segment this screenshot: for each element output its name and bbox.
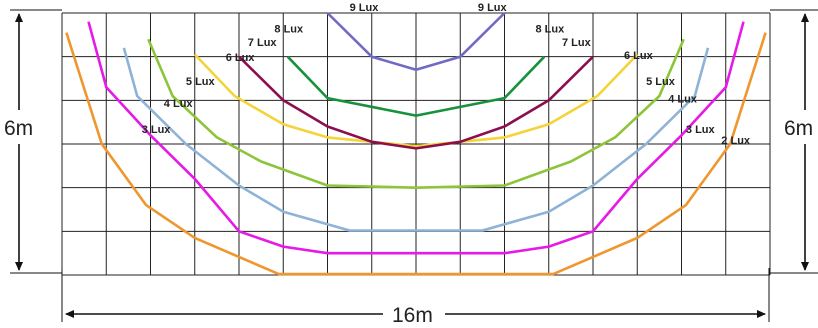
- lux-label: 3 Lux: [686, 124, 716, 136]
- lux-label: 7 Lux: [248, 37, 278, 49]
- isoline-5-lux: [147, 38, 685, 189]
- left-height-label: 6m: [4, 117, 33, 140]
- measurement-grid: [61, 12, 771, 276]
- lux-label: 9 Lux: [350, 2, 380, 14]
- isoline-7-lux: [238, 55, 594, 150]
- lux-label: 5 Lux: [186, 76, 216, 88]
- lux-label: 4 Lux: [668, 94, 698, 106]
- isoline-4-lux: [122, 47, 710, 232]
- lux-label: 5 Lux: [646, 76, 676, 88]
- lux-curves: [65, 12, 767, 276]
- isoline-8-lux: [286, 55, 546, 117]
- lux-label: 7 Lux: [562, 37, 592, 49]
- right-height-dimension: 6m: [770, 9, 818, 274]
- isoline-9-lux: [326, 12, 506, 72]
- width-label: 16m: [392, 304, 433, 327]
- isoline-2-lux: [65, 32, 767, 276]
- lux-label: 4 Lux: [164, 98, 194, 110]
- width-dimension: 16m: [61, 268, 770, 327]
- isoline-3-lux: [87, 21, 745, 255]
- lux-label: 2 Lux: [721, 135, 751, 147]
- lux-label: 3 Lux: [142, 124, 172, 136]
- lux-label: 6 Lux: [624, 50, 654, 62]
- lux-label: 6 Lux: [226, 52, 256, 64]
- right-height-label: 6m: [784, 117, 813, 140]
- left-height-dimension: 6m: [2, 9, 62, 274]
- lux-label: 9 Lux: [478, 2, 508, 14]
- lux-label: 8 Lux: [536, 24, 566, 36]
- lux-label: 8 Lux: [274, 24, 304, 36]
- isoline-6-lux: [193, 53, 639, 148]
